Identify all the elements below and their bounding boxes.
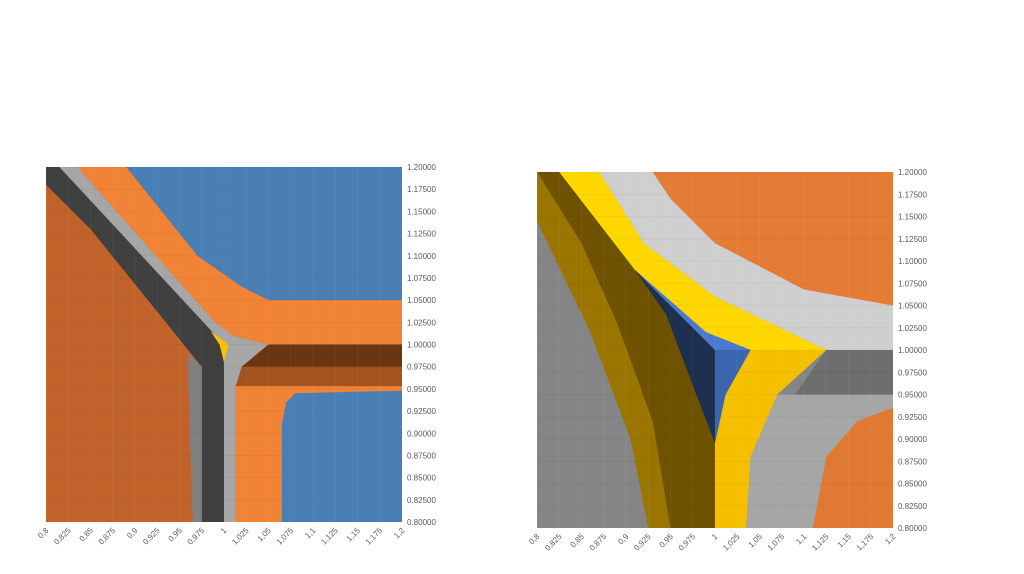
contour-region-9 [281, 390, 402, 522]
y-tick-label: 0.80000 [898, 524, 927, 533]
x-tick-label: 0,825 [52, 526, 73, 547]
x-tick-label: 1,175 [855, 532, 876, 553]
contour-region-4 [599, 172, 893, 350]
contour-region-3 [46, 167, 224, 522]
y-tick-label: 0.82500 [407, 496, 436, 505]
contour-region-6 [241, 344, 402, 367]
contour-region-11 [715, 350, 827, 528]
contour-region-8 [634, 269, 715, 444]
y-tick-label: 1.12500 [407, 230, 436, 239]
x-tick-label: 1,125 [319, 526, 340, 547]
y-tick-label: 1.07500 [407, 274, 436, 283]
x-tick-label: 0,85 [569, 532, 587, 550]
contour-region-0 [126, 167, 402, 301]
x-tick-label: 1 [710, 532, 720, 542]
contour-region-6 [537, 172, 715, 528]
y-tick-label: 1.02500 [407, 318, 436, 327]
y-tick-label: 0.95000 [407, 385, 436, 394]
y-tick-label: 0.95000 [898, 391, 927, 400]
x-tick-label: 0,8 [36, 526, 51, 541]
y-tick-label: 0.90000 [407, 429, 436, 438]
y-tick-label: 1.20000 [898, 168, 927, 177]
y-tick-label: 1.05000 [898, 302, 927, 311]
x-tick-label: 0,875 [97, 526, 118, 547]
contour-region-10 [715, 350, 751, 444]
x-tick-label: 1,075 [275, 526, 296, 547]
x-tick-label: 0,85 [78, 526, 96, 544]
x-tick-label: 1,1 [303, 526, 318, 541]
x-tick-label: 0,975 [186, 526, 207, 547]
contour-region-10 [210, 331, 229, 363]
contour-region-5 [224, 344, 269, 522]
plot-area [46, 167, 402, 522]
x-tick-label: 0,925 [141, 526, 162, 547]
x-tick-label: 1,075 [766, 532, 787, 553]
x-tick-label: 0,875 [588, 532, 609, 553]
y-tick-label: 0.85000 [407, 474, 436, 483]
y-tick-label: 0.92500 [407, 407, 436, 416]
x-tick-label: 1,2 [392, 526, 407, 541]
y-tick-label: 0.85000 [898, 480, 927, 489]
y-tick-label: 0.87500 [407, 451, 436, 460]
contour-region-1 [77, 167, 402, 345]
x-tick-label: 0,9 [125, 526, 140, 541]
x-tick-label: 1,175 [364, 526, 385, 547]
x-tick-label: 0,975 [677, 532, 698, 553]
x-tick-label: 1,1 [794, 532, 809, 547]
y-tick-label: 1.10000 [898, 257, 927, 266]
x-tick-label: 1,025 [721, 532, 742, 553]
y-tick-label: 1.10000 [407, 252, 436, 261]
contour-region-3 [652, 172, 893, 306]
contour-region-2 [812, 407, 893, 528]
x-tick-label: 0,8 [527, 532, 542, 547]
x-tick-label: 0,95 [658, 532, 676, 550]
x-tick-label: 1,125 [810, 532, 831, 553]
contour-region-4 [188, 353, 202, 522]
y-tick-label: 1.05000 [407, 296, 436, 305]
y-tick-label: 0.90000 [898, 435, 927, 444]
x-tick-label: 1,15 [345, 526, 363, 544]
contour-region-0 [795, 350, 893, 395]
y-tick-label: 1.17500 [898, 190, 927, 199]
y-tick-label: 1.00000 [898, 346, 927, 355]
y-tick-label: 1.02500 [898, 324, 927, 333]
x-tick-label: 0,925 [632, 532, 653, 553]
left-contour-chart: 0,8 0,825 0,85 0,875 0,9 0,925 0,95 0,975 1 1,025… [36, 163, 436, 547]
y-tick-label: 0.97500 [898, 368, 927, 377]
y-tick-label: 0.97500 [407, 363, 436, 372]
y-tick-label: 1.15000 [898, 213, 927, 222]
y-tick-label: 1.17500 [407, 185, 436, 194]
x-tick-label: 1 [219, 526, 229, 536]
x-tick-label: 0,95 [167, 526, 185, 544]
y-tick-label: 1.07500 [898, 279, 927, 288]
contour-region-2 [59, 167, 269, 345]
y-tick-label: 0.80000 [407, 518, 436, 527]
x-tick-label: 0,825 [543, 532, 564, 553]
x-tick-label: 0,9 [616, 532, 631, 547]
x-tick-label: 1,15 [836, 532, 854, 550]
x-tick-label: 1,2 [883, 532, 898, 547]
y-tick-label: 1.20000 [407, 163, 436, 172]
plot-area [537, 172, 893, 528]
right-contour-chart: 0,8 0,825 0,85 0,875 0,9 0,925 0,95 0,975 1 1,025… [527, 168, 927, 553]
x-tick-label: 1,05 [256, 526, 274, 544]
contour-region-7 [559, 172, 827, 350]
y-tick-label: 0.92500 [898, 413, 927, 422]
y-tick-label: 0.82500 [898, 502, 927, 511]
y-tick-label: 1.15000 [407, 207, 436, 216]
y-tick-label: 0.87500 [898, 457, 927, 466]
y-tick-label: 1.00000 [407, 341, 436, 350]
y-tick-label: 1.12500 [898, 235, 927, 244]
contour-region-7 [235, 366, 402, 387]
x-tick-label: 1,025 [230, 526, 251, 547]
x-tick-label: 1,05 [747, 532, 765, 550]
